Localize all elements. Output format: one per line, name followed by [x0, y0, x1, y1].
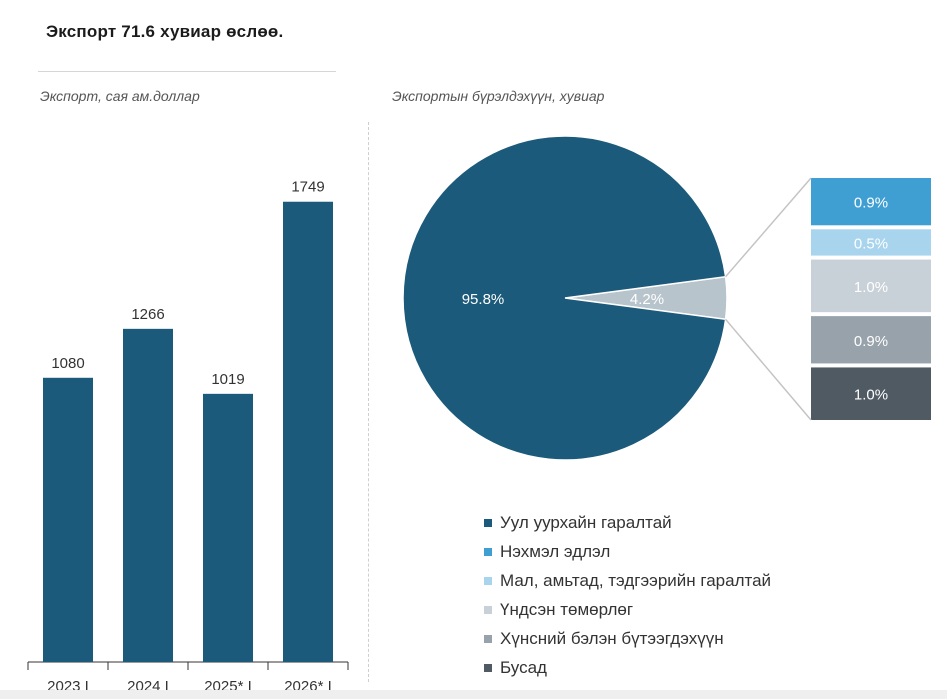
breakdown-label-3: 0.9% [854, 333, 888, 350]
bar-value-label-1: 1266 [131, 306, 164, 323]
chart-divider [368, 122, 369, 682]
legend-swatch [484, 576, 492, 585]
title-divider [38, 71, 336, 72]
legend-label: Үндсэн төмөрлөг [500, 599, 634, 619]
connector-line-top [725, 177, 812, 278]
breakdown-segment-1 [811, 229, 931, 256]
legend-item-0: Уул уурхайн гаралтай [484, 508, 771, 537]
legend-swatch [484, 634, 492, 643]
legend-label: Нэхмэл эдлэл [500, 541, 611, 561]
pie-legend: Уул уурхайн гаралтай Нэхмэл эдлэл Мал, амь… [484, 508, 771, 682]
legend-swatch [484, 547, 492, 556]
bar-3 [283, 201, 333, 662]
legend-item-4: Хүнсний бэлэн бүтээгдэхүүн [484, 624, 771, 653]
breakdown-segment-2 [811, 259, 931, 313]
bar-value-label-0: 1080 [51, 355, 84, 372]
page-title: Экспорт 71.6 хувиар өслөө. [46, 22, 284, 41]
legend-label: Уул уурхайн гаралтай [500, 512, 672, 532]
pie-slice-mining [402, 135, 727, 461]
bottom-band [0, 690, 947, 699]
legend-swatch [484, 663, 492, 672]
breakdown-label-4: 1.0% [854, 387, 888, 404]
bar-2 [203, 393, 253, 662]
legend-swatch [484, 518, 492, 527]
legend-item-2: Мал, амьтад, тэдгээрийн гаралтай [484, 566, 771, 595]
breakdown-label-1: 0.5% [854, 235, 888, 252]
breakdown-label-2: 1.0% [854, 279, 888, 296]
bar-0 [43, 377, 93, 662]
bar-1 [123, 328, 173, 662]
breakdown-segment-4 [811, 367, 931, 420]
legend-label: Мал, амьтад, тэдгээрийн гаралтай [500, 570, 772, 590]
legend-label: Хүнсний бэлэн бүтээгдэхүүн [500, 628, 724, 648]
pie-label-other: 4.2% [630, 291, 664, 308]
pie-chart-subtitle: Экспортын бүрэлдэхүүн, хувиар [392, 88, 605, 104]
breakdown-label-0: 0.9% [854, 195, 888, 212]
bar-value-label-2: 1019 [211, 371, 244, 388]
legend-item-1: Нэхмэл эдлэл [484, 537, 771, 566]
bar-value-label-3: 1749 [291, 179, 324, 196]
breakdown-segment-0 [811, 178, 931, 226]
breakdown-segment-3 [811, 316, 931, 364]
legend-item-3: Үндсэн төмөрлөг [484, 595, 771, 624]
legend-label: Бусад [500, 657, 547, 677]
connector-line-bottom [725, 318, 812, 421]
legend-item-5: Бусад [484, 653, 771, 682]
bar-chart-subtitle: Экспорт, сая ам.доллар [40, 88, 200, 104]
pie-label-mining: 95.8% [462, 291, 505, 308]
legend-swatch [484, 605, 492, 614]
